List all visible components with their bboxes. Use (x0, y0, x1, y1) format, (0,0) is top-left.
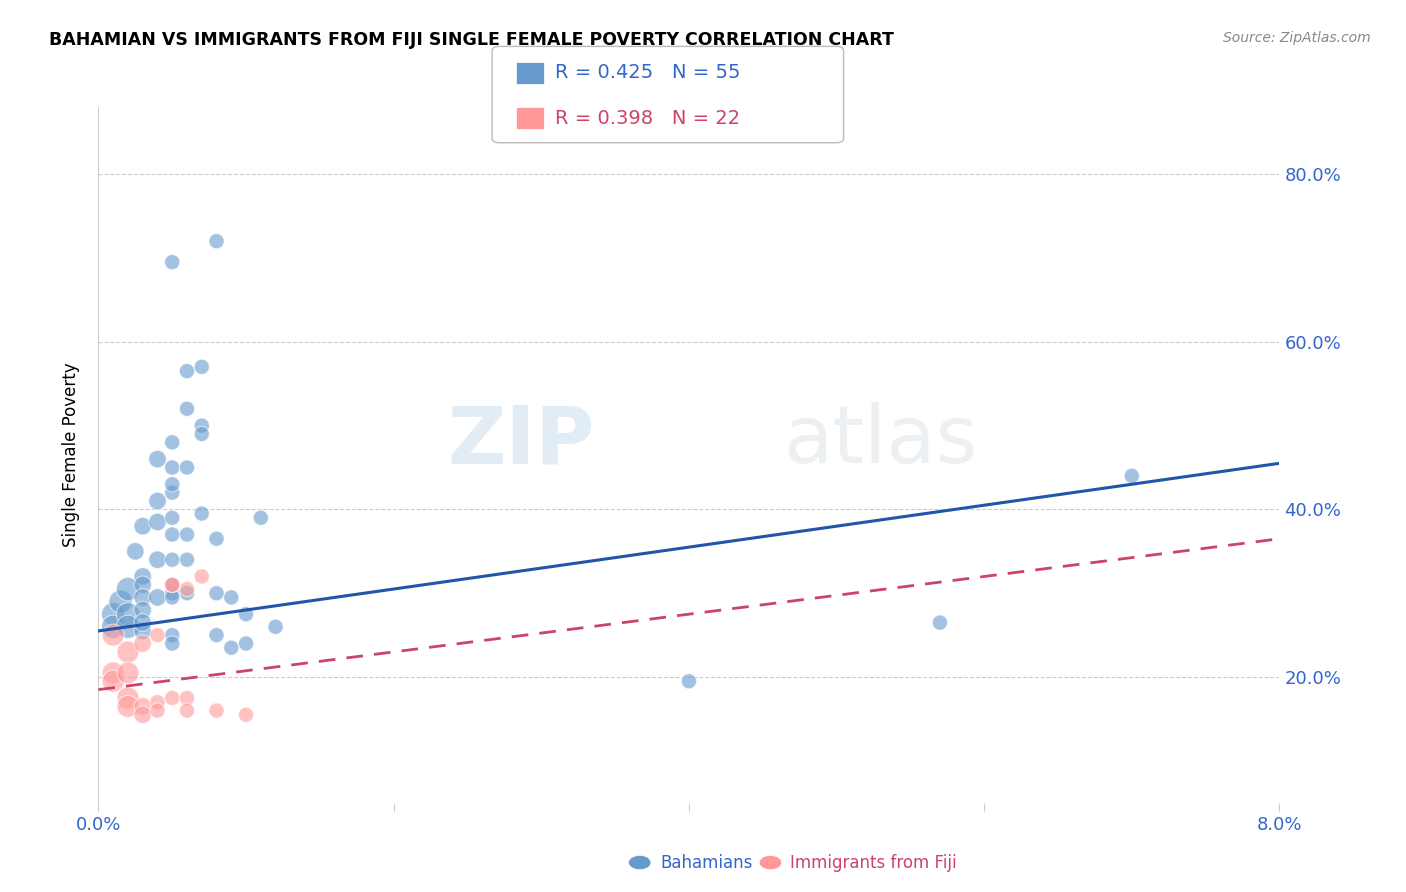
Point (132, 578, 155, 592)
Point (191, 507, 214, 521)
Point (132, 519, 155, 533)
Point (176, 691, 198, 706)
Point (132, 707, 155, 722)
Text: BAHAMIAN VS IMMIGRANTS FROM FIJI SINGLE FEMALE POVERTY CORRELATION CHART: BAHAMIAN VS IMMIGRANTS FROM FIJI SINGLE … (49, 31, 894, 49)
Point (132, 603, 155, 617)
Point (162, 460, 183, 475)
Point (117, 645, 139, 659)
Point (117, 699, 139, 714)
Point (162, 527, 183, 541)
Point (124, 544, 146, 558)
Point (205, 234, 228, 248)
Point (162, 628, 183, 642)
Point (264, 620, 287, 634)
Text: Immigrants from Fiji: Immigrants from Fiji (790, 854, 957, 871)
Point (146, 704, 169, 718)
Point (146, 515, 169, 529)
Text: R = 0.425   N = 55: R = 0.425 N = 55 (555, 63, 741, 82)
Point (221, 640, 243, 655)
Point (176, 460, 198, 475)
Point (235, 636, 257, 650)
Point (103, 665, 125, 680)
Point (117, 582, 139, 596)
Point (146, 695, 169, 709)
Point (103, 674, 125, 689)
Point (176, 704, 198, 718)
Point (205, 704, 228, 718)
Point (205, 628, 228, 642)
Point (162, 510, 183, 524)
Point (146, 452, 169, 467)
Point (162, 435, 183, 450)
Point (221, 591, 243, 605)
Point (146, 552, 169, 566)
Point (132, 615, 155, 630)
Text: atlas: atlas (783, 402, 977, 480)
Point (117, 607, 139, 622)
Point (678, 674, 700, 689)
Point (176, 364, 198, 378)
Point (162, 255, 183, 269)
Point (235, 707, 257, 722)
Point (191, 359, 214, 374)
Text: Source: ZipAtlas.com: Source: ZipAtlas.com (1223, 31, 1371, 45)
Point (162, 485, 183, 500)
Point (103, 607, 125, 622)
Point (162, 477, 183, 491)
Point (205, 586, 228, 600)
Point (162, 636, 183, 650)
Point (176, 401, 198, 416)
Point (162, 691, 183, 706)
Point (117, 620, 139, 634)
Point (176, 586, 198, 600)
Point (176, 552, 198, 566)
Point (1121, 468, 1143, 483)
Point (235, 607, 257, 622)
Point (110, 594, 132, 608)
Point (250, 510, 273, 524)
Text: ZIP: ZIP (447, 402, 595, 480)
Point (191, 418, 214, 433)
Point (929, 615, 952, 630)
Point (176, 582, 198, 596)
Point (146, 591, 169, 605)
Point (205, 532, 228, 546)
Point (146, 628, 169, 642)
Y-axis label: Single Female Poverty: Single Female Poverty (62, 363, 80, 547)
Point (117, 665, 139, 680)
Point (162, 552, 183, 566)
Point (117, 691, 139, 706)
Point (162, 586, 183, 600)
Point (132, 699, 155, 714)
Point (146, 494, 169, 508)
Point (132, 569, 155, 583)
Point (162, 578, 183, 592)
Text: Bahamians: Bahamians (661, 854, 754, 871)
Point (162, 591, 183, 605)
Point (132, 624, 155, 638)
Point (132, 636, 155, 650)
Point (103, 628, 125, 642)
Point (103, 620, 125, 634)
Point (191, 569, 214, 583)
Text: R = 0.398   N = 22: R = 0.398 N = 22 (555, 109, 741, 128)
Point (132, 591, 155, 605)
Point (162, 578, 183, 592)
Point (176, 527, 198, 541)
Point (191, 427, 214, 442)
Point (162, 578, 183, 592)
